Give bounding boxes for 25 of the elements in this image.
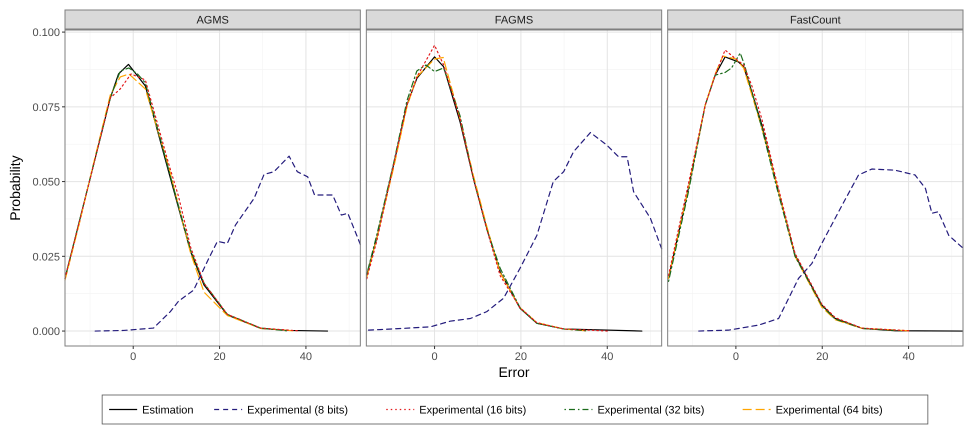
chart-title: AGMS (196, 14, 229, 26)
y-tick-label: 0.000 (32, 326, 60, 338)
legend-label: Experimental (64 bits) (776, 404, 883, 416)
y-tick-label: 0.075 (32, 102, 60, 114)
x-tick-label: 20 (816, 351, 828, 363)
x-tick-label: 40 (300, 351, 312, 363)
y-tick-label: 0.025 (32, 251, 60, 264)
x-tick-label: 0 (431, 351, 438, 363)
x-tick-label: 40 (601, 351, 614, 363)
x-tick-label: 20 (213, 351, 226, 363)
legend-label: Estimation (142, 404, 194, 416)
chart-title: FastCount (790, 14, 841, 26)
legend-label: Experimental (32 bits) (597, 404, 704, 416)
line-series (94, 156, 361, 332)
x-tick-label: 0 (732, 351, 739, 363)
y-axis-title: Probability (7, 155, 23, 221)
x-tick-label: 40 (902, 351, 915, 363)
y-tick-label: 0.050 (32, 176, 60, 189)
chart-title: FAGMS (494, 14, 534, 26)
x-tick-label: 0 (130, 351, 136, 363)
y-tick-label: 0.100 (32, 27, 60, 40)
legend-label: Experimental (8 bits) (247, 404, 348, 416)
x-axis-title: Error (498, 364, 530, 380)
x-tick-label: 20 (514, 351, 528, 363)
legend-label: Experimental (16 bits) (419, 404, 526, 416)
